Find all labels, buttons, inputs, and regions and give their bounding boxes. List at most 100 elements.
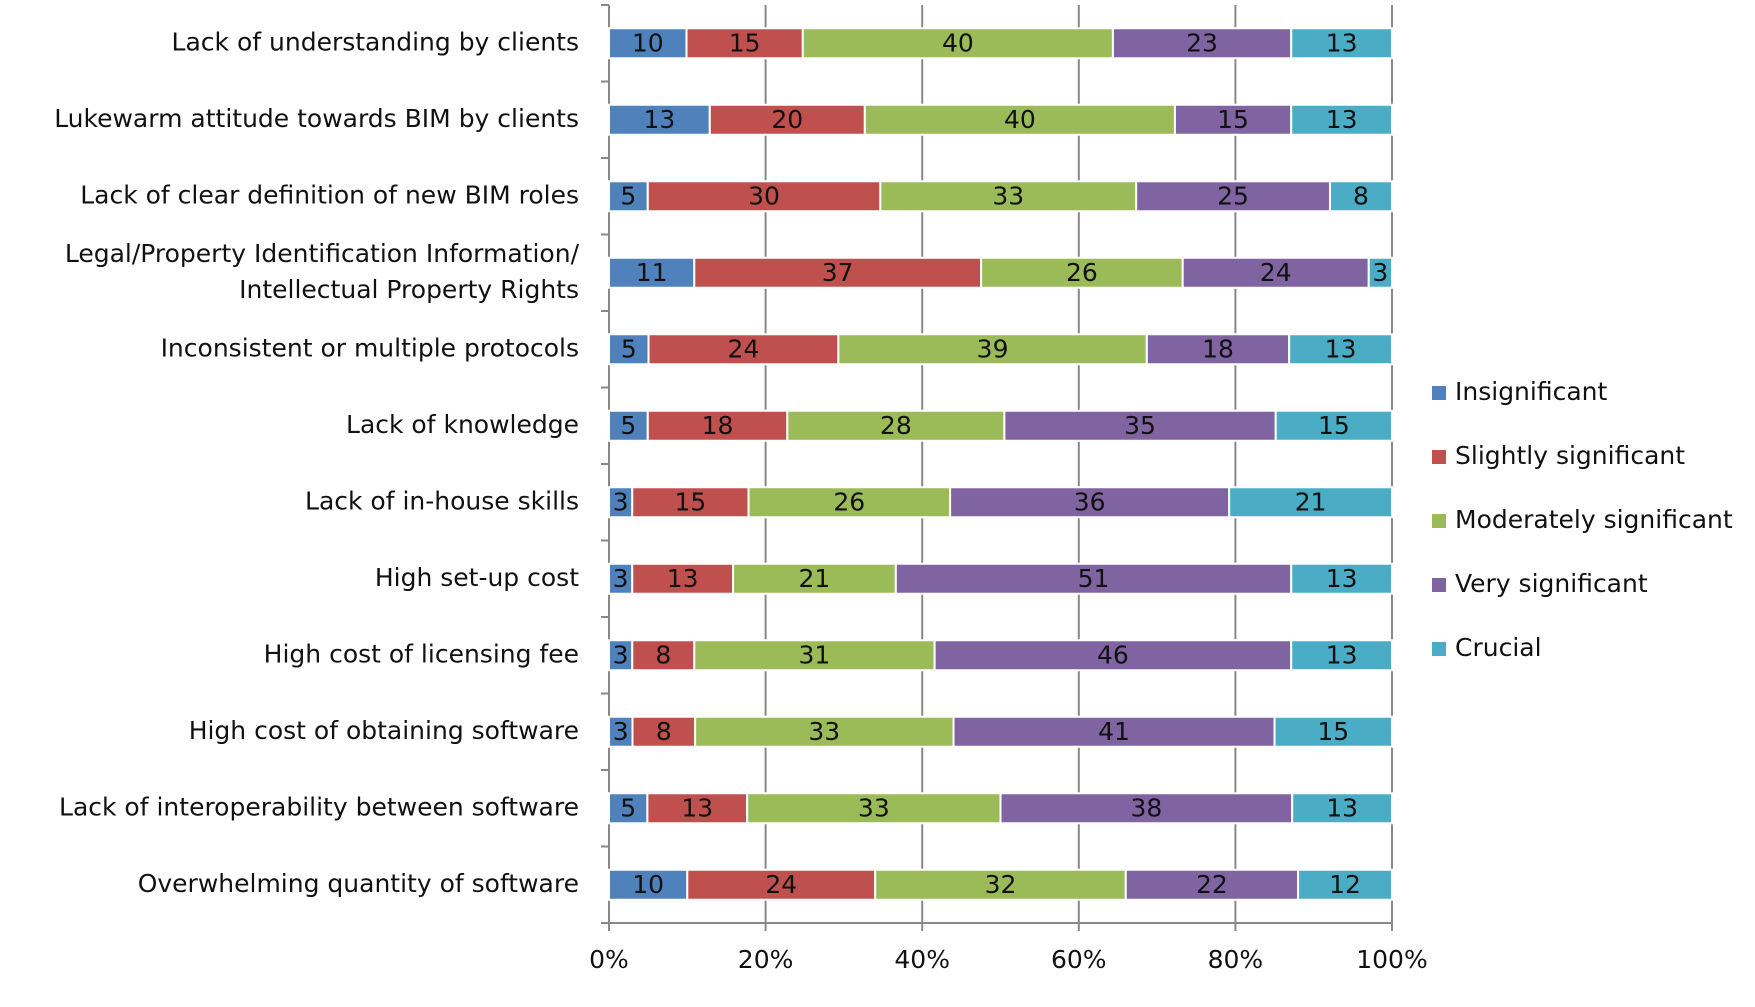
bar-segment <box>1367 256 1393 289</box>
legend-label: Slightly significant <box>1455 441 1685 470</box>
data-label: 26 <box>1066 258 1098 287</box>
data-label: 15 <box>1217 105 1249 134</box>
data-label: 30 <box>748 181 780 210</box>
bar-segment <box>863 103 1176 136</box>
y-tick-label: High set-up cost <box>375 563 579 592</box>
y-tick-label: Lack of interoperability between softwar… <box>59 792 579 821</box>
bar-segment <box>1135 180 1331 213</box>
data-label: 39 <box>977 334 1009 363</box>
data-label: 5 <box>620 793 636 822</box>
bar-segment <box>894 562 1293 595</box>
data-label: 28 <box>880 411 912 440</box>
bar-segment <box>1290 562 1393 595</box>
bar-segment <box>1290 103 1393 136</box>
data-label: 13 <box>1326 28 1358 57</box>
data-label: 23 <box>1186 28 1218 57</box>
bar-segment <box>694 715 955 748</box>
data-label: 33 <box>992 181 1024 210</box>
data-label: 24 <box>765 870 797 899</box>
data-label: 46 <box>1097 640 1129 669</box>
bar-segment <box>693 639 936 672</box>
bar-segment <box>933 639 1293 672</box>
x-tick-label: 0% <box>589 945 629 974</box>
data-label: 5 <box>620 411 636 440</box>
y-tick-label: High cost of licensing fee <box>264 639 579 668</box>
x-tick-label: 60% <box>1051 945 1107 974</box>
x-tick-label: 40% <box>894 945 950 974</box>
x-tick-label: 80% <box>1208 945 1264 974</box>
bar-segment <box>874 868 1127 901</box>
data-label: 8 <box>656 717 672 746</box>
bar-segment <box>801 27 1114 60</box>
bar-segment <box>980 256 1184 289</box>
data-label: 5 <box>620 181 636 210</box>
data-label: 18 <box>702 411 734 440</box>
data-label: 51 <box>1078 564 1110 593</box>
legend-swatch <box>1432 450 1446 464</box>
data-label: 15 <box>729 28 761 57</box>
y-tick-label: Lukewarm attitude towards BIM by clients <box>54 104 579 133</box>
legend-label: Moderately significant <box>1455 505 1733 534</box>
data-label: 22 <box>1196 870 1228 899</box>
bar-segment <box>1291 792 1394 825</box>
y-tick-label: Lack of clear definition of new BIM role… <box>80 180 579 209</box>
bar-segment <box>647 333 840 366</box>
data-label: 13 <box>1326 564 1358 593</box>
data-label: 5 <box>621 334 637 363</box>
bar-segment <box>952 715 1276 748</box>
data-label: 10 <box>632 870 664 899</box>
data-label: 3 <box>613 640 629 669</box>
legend-swatch <box>1432 642 1446 656</box>
data-label: 8 <box>655 640 671 669</box>
data-label: 8 <box>1353 181 1369 210</box>
legend-label: Crucial <box>1455 633 1542 662</box>
y-tick-label: Inconsistent or multiple protocols <box>161 333 579 362</box>
data-label: 15 <box>1318 411 1350 440</box>
data-label: 21 <box>1295 487 1327 516</box>
legend-label: Very significant <box>1455 569 1648 598</box>
bar-segment <box>747 486 952 519</box>
data-label: 13 <box>1326 793 1358 822</box>
data-label: 20 <box>771 105 803 134</box>
legend-swatch <box>1432 578 1446 592</box>
bar-segment <box>646 180 882 213</box>
data-label: 25 <box>1217 181 1249 210</box>
bar-segment <box>608 868 689 901</box>
bar-segment <box>1290 639 1393 672</box>
data-label: 40 <box>942 28 974 57</box>
data-label: 13 <box>643 105 675 134</box>
data-label: 13 <box>1326 640 1358 669</box>
bar-segment <box>1145 333 1291 366</box>
bar-segment <box>1173 103 1293 136</box>
data-label: 13 <box>667 564 699 593</box>
data-label: 36 <box>1074 487 1106 516</box>
data-label: 3 <box>613 717 629 746</box>
bar-segment <box>693 256 983 289</box>
bar-segment <box>1290 27 1393 60</box>
data-label: 40 <box>1004 105 1036 134</box>
data-label: 3 <box>613 564 629 593</box>
data-label: 21 <box>799 564 831 593</box>
data-label: 24 <box>728 334 760 363</box>
bar-segment <box>732 562 897 595</box>
data-label: 31 <box>799 640 831 669</box>
bar-segment <box>686 868 877 901</box>
y-tick-label: High cost of obtaining software <box>189 716 579 745</box>
data-label: 11 <box>636 258 668 287</box>
data-label: 26 <box>833 487 865 516</box>
data-label: 18 <box>1202 334 1234 363</box>
legend-swatch <box>1432 386 1446 400</box>
bar-segment <box>1274 409 1394 442</box>
bar-segment <box>1328 180 1394 213</box>
data-label: 15 <box>674 487 706 516</box>
data-label: 24 <box>1260 258 1292 287</box>
data-label: 33 <box>808 717 840 746</box>
bar-segment <box>1124 868 1300 901</box>
bar-segment <box>608 180 649 213</box>
data-label: 38 <box>1130 793 1162 822</box>
bar-segment <box>746 792 1002 825</box>
bar-segment <box>646 792 749 825</box>
y-tick-label: Lack of knowledge <box>346 410 579 439</box>
data-label: 32 <box>985 870 1017 899</box>
bar-segment <box>1297 868 1394 901</box>
